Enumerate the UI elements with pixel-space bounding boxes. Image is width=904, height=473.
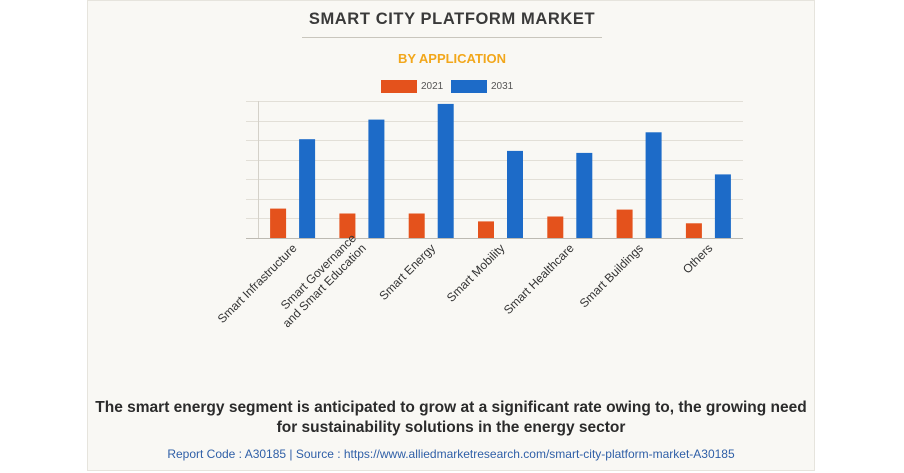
bar-2021-smart-healthcare xyxy=(547,216,564,238)
bar-2021-smart-buildings xyxy=(616,209,633,238)
bar-2021-smart-governance-and-smart-education xyxy=(339,213,356,238)
x-tick-label: Smart Mobility xyxy=(444,241,508,305)
bar-2031-smart-mobility xyxy=(507,150,523,238)
bar-2031-smart-infrastructure xyxy=(299,139,316,238)
bar-2031-smart-governance-and-smart-education xyxy=(368,119,385,238)
bar-2021-smart-energy xyxy=(408,213,425,238)
x-tick-label: Smart Buildings xyxy=(577,241,646,310)
bar-2021-others xyxy=(685,223,702,238)
legend-swatch-2021 xyxy=(381,80,417,93)
legend-label-2021: 2021 xyxy=(421,81,444,92)
bar-2031-smart-healthcare xyxy=(576,152,593,238)
report-source-footer: Report Code : A30185 | Source : https://… xyxy=(167,447,735,461)
x-tick-label: Smart Energy xyxy=(376,241,438,303)
bar-2021-smart-mobility xyxy=(478,221,494,238)
bar-2031-smart-buildings xyxy=(645,132,662,238)
chart-subtitle: BY APPLICATION xyxy=(397,51,507,66)
chart-caption: The smart energy segment is anticipated … xyxy=(95,399,807,436)
bar-2031-others xyxy=(714,174,731,238)
bar-2021-smart-infrastructure xyxy=(270,208,287,238)
bar-2031-smart-energy xyxy=(437,103,454,239)
chart-title: SMART CITY PLATFORM MARKET xyxy=(308,10,596,28)
title-divider xyxy=(302,37,602,38)
legend-swatch-2031 xyxy=(451,80,487,93)
x-tick-label: Smart Healthcare xyxy=(501,241,577,317)
legend-label-2031: 2031 xyxy=(491,81,514,92)
x-tick-label: Others xyxy=(680,241,715,276)
